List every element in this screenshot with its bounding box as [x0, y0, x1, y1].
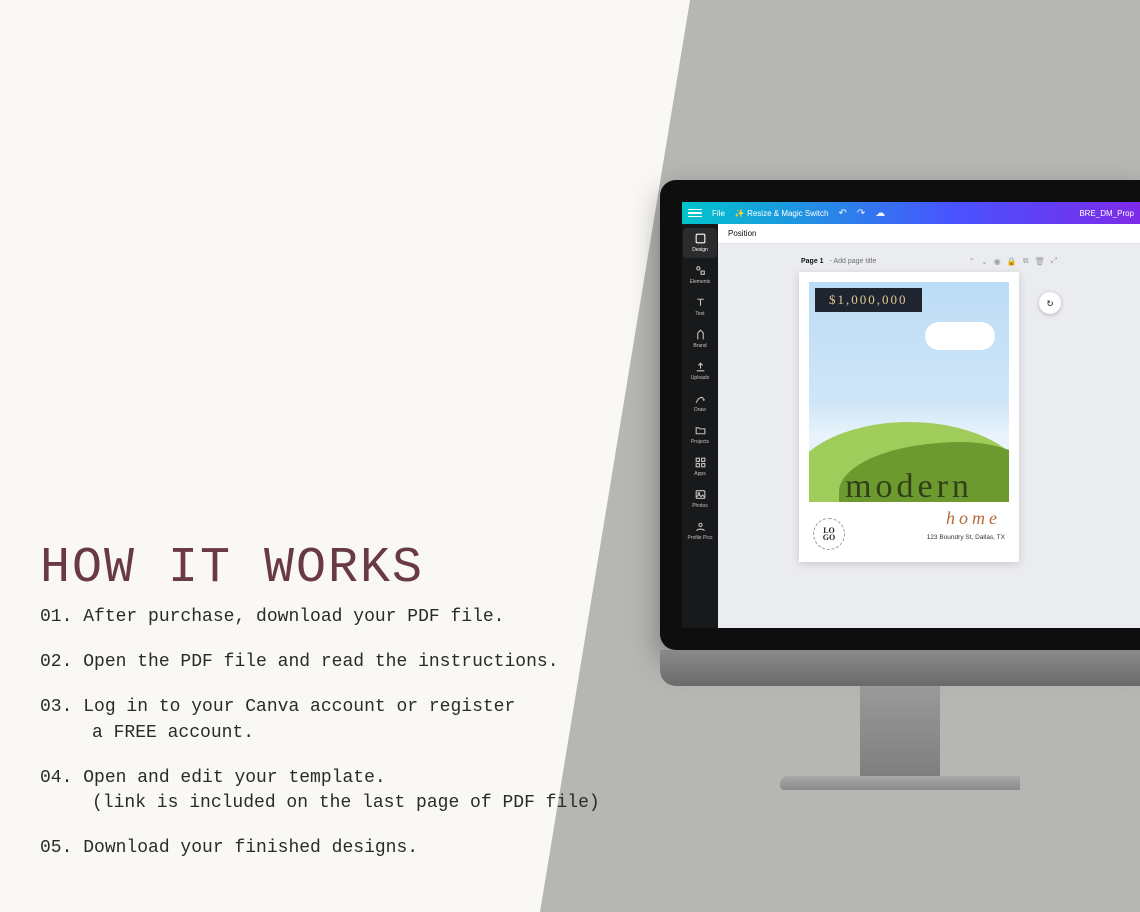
flyer-subhead: home: [946, 508, 1001, 529]
step-text-line2: (link is included on the last page of PD…: [40, 791, 680, 816]
sidebar-item-text[interactable]: Text: [683, 292, 717, 322]
expand-icon[interactable]: ⤢: [1051, 256, 1057, 266]
position-button[interactable]: Position: [728, 229, 756, 238]
step-num: 03.: [40, 697, 72, 717]
sidebar-item-design[interactable]: Design: [683, 228, 717, 258]
duplicate-icon[interactable]: ⧉: [1023, 256, 1029, 266]
doc-title[interactable]: BRE_DM_Prop: [1079, 209, 1134, 218]
cloud-shape: [925, 322, 995, 350]
cloud-sync-icon: ☁: [875, 208, 885, 219]
sidebar-item-label: Projects: [691, 440, 709, 445]
flyer-logo-placeholder: LO GO: [813, 518, 845, 550]
resize-menu[interactable]: ✨ Resize & Magic Switch: [735, 209, 829, 218]
step-4: 04. Open and edit your template. (link i…: [40, 766, 680, 816]
sidebar-item-projects[interactable]: Projects: [683, 420, 717, 450]
monitor-foot: [780, 776, 1020, 790]
flyer-canvas[interactable]: $1,000,000 modern home LO GO 123 Boundry…: [799, 272, 1019, 562]
sidebar-item-label: Text: [695, 312, 704, 317]
apps-icon: [694, 456, 707, 469]
sidebar-item-label: Design: [692, 248, 708, 253]
canva-sidebar: Design Elements Text Brand: [682, 224, 718, 628]
step-num: 01.: [40, 607, 72, 627]
canva-body: Design Elements Text Brand: [682, 224, 1140, 628]
page-title-placeholder[interactable]: - Add page title: [830, 258, 877, 265]
flyer-address: 123 Boundry St, Dallas, TX: [927, 534, 1005, 541]
heading: HOW IT WORKS: [40, 540, 680, 597]
step-text: Download your finished designs.: [83, 838, 418, 858]
step-text: Open the PDF file and read the instructi…: [83, 652, 558, 672]
canvas-wrap: Page 1 - Add page title ⌃ ⌄ ◉ 🔒 ⧉ 🗑 ⤢: [799, 256, 1059, 562]
logo-text-2: GO: [823, 534, 835, 541]
monitor-chin: [660, 650, 1140, 686]
undo-icon[interactable]: ↶: [838, 208, 846, 219]
hamburger-icon[interactable]: [688, 209, 702, 218]
flyer-price-badge: $1,000,000: [815, 288, 922, 312]
visibility-icon[interactable]: ◉: [994, 257, 1001, 266]
page-title-bar: Page 1 - Add page title ⌃ ⌄ ◉ 🔒 ⧉ 🗑 ⤢: [799, 256, 1059, 266]
step-5: 05. Download your finished designs.: [40, 836, 680, 861]
canva-main: Position Page 1 - Add page title ⌃ ⌄ ◉ 🔒: [718, 224, 1140, 628]
page-number-label: Page 1: [801, 258, 824, 265]
sidebar-item-label: Apps: [694, 472, 705, 477]
step-1: 01. After purchase, download your PDF fi…: [40, 605, 680, 630]
sidebar-item-label: Profile Pics: [687, 536, 712, 541]
sidebar-item-profile-pics[interactable]: Profile Pics: [683, 516, 717, 546]
sidebar-item-label: Uploads: [691, 376, 709, 381]
how-it-works-block: HOW IT WORKS 01. After purchase, downloa…: [40, 540, 680, 881]
sidebar-item-label: Photos: [692, 504, 708, 509]
step-text: Open and edit your template.: [83, 768, 385, 788]
monitor-bezel: File ✨ Resize & Magic Switch ↶ ↷ ☁ BRE_D…: [660, 180, 1140, 650]
step-text: Log in to your Canva account or register: [83, 697, 515, 717]
delete-icon[interactable]: 🗑: [1034, 257, 1044, 266]
sidebar-item-label: Brand: [693, 344, 706, 349]
redo-icon[interactable]: ↷: [857, 208, 865, 219]
brand-icon: [694, 328, 707, 341]
file-menu[interactable]: File: [712, 209, 725, 218]
collapse-up-icon[interactable]: ⌃: [968, 257, 975, 266]
sidebar-item-apps[interactable]: Apps: [683, 452, 717, 482]
sidebar-item-brand[interactable]: Brand: [683, 324, 717, 354]
sidebar-item-elements[interactable]: Elements: [683, 260, 717, 290]
lock-icon[interactable]: 🔒: [1007, 257, 1017, 266]
sidebar-item-label: Draw: [694, 408, 706, 413]
step-num: 05.: [40, 838, 72, 858]
sidebar-item-photos[interactable]: Photos: [683, 484, 717, 514]
monitor-stand: [860, 686, 940, 776]
photos-icon: [694, 488, 707, 501]
canva-context-bar: Position: [718, 224, 1140, 244]
sidebar-item-draw[interactable]: Draw: [683, 388, 717, 418]
refresh-button[interactable]: ↻: [1039, 292, 1061, 314]
projects-icon: [694, 424, 707, 437]
step-num: 02.: [40, 652, 72, 672]
text-icon: [694, 296, 707, 309]
monitor-screen: File ✨ Resize & Magic Switch ↶ ↷ ☁ BRE_D…: [682, 202, 1140, 628]
step-num: 04.: [40, 768, 72, 788]
flyer-headline: modern: [809, 468, 1009, 502]
infographic-page: HOW IT WORKS 01. After purchase, downloa…: [0, 0, 1140, 912]
elements-icon: [694, 264, 707, 277]
canva-topbar: File ✨ Resize & Magic Switch ↶ ↷ ☁ BRE_D…: [682, 202, 1140, 224]
profile-icon: [694, 520, 707, 533]
collapse-down-icon[interactable]: ⌄: [981, 257, 988, 266]
step-3: 03. Log in to your Canva account or regi…: [40, 695, 680, 745]
draw-icon: [694, 392, 707, 405]
sidebar-item-uploads[interactable]: Uploads: [683, 356, 717, 386]
design-icon: [694, 232, 707, 245]
step-2: 02. Open the PDF file and read the instr…: [40, 650, 680, 675]
step-text-line2: a FREE account.: [40, 721, 680, 746]
monitor-mockup: File ✨ Resize & Magic Switch ↶ ↷ ☁ BRE_D…: [660, 180, 1140, 730]
sidebar-item-label: Elements: [690, 280, 711, 285]
flyer-hero-image: $1,000,000 modern: [809, 282, 1009, 502]
step-text: After purchase, download your PDF file.: [83, 607, 504, 627]
uploads-icon: [694, 360, 707, 373]
